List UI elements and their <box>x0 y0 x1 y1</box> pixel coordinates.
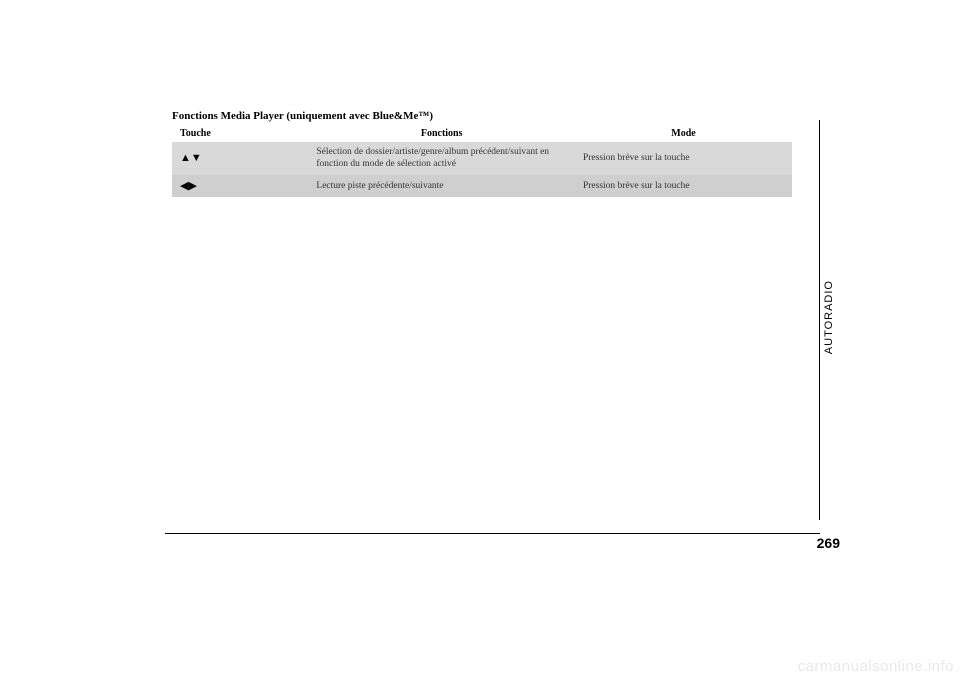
col-header-mode: Mode <box>575 125 792 142</box>
functions-table: Touche Fonctions Mode ▲▼ Sélection de do… <box>172 125 792 197</box>
side-section-label: AUTORADIO <box>823 280 835 354</box>
page-title: Fonctions Media Player (uniquement avec … <box>172 110 792 122</box>
cell-fonctions: Lecture piste précédente/suivante <box>308 175 575 197</box>
table-header-row: Touche Fonctions Mode <box>172 125 792 142</box>
cell-touche: ▲▼ <box>172 142 308 175</box>
watermark-text: carmanualsonline.info <box>792 654 960 679</box>
table-row: ▲▼ Sélection de dossier/artiste/genre/al… <box>172 142 792 175</box>
horizontal-divider <box>165 533 820 534</box>
page-number: 269 <box>817 535 840 551</box>
cell-mode: Pression brève sur la touche <box>575 142 792 175</box>
col-header-touche: Touche <box>172 125 308 142</box>
table-row: ◀▶ Lecture piste précédente/suivante Pre… <box>172 175 792 197</box>
cell-touche: ◀▶ <box>172 175 308 197</box>
col-header-fonctions: Fonctions <box>308 125 575 142</box>
cell-mode: Pression brève sur la touche <box>575 175 792 197</box>
cell-fonctions: Sélection de dossier/artiste/genre/album… <box>308 142 575 175</box>
vertical-divider <box>819 120 820 520</box>
